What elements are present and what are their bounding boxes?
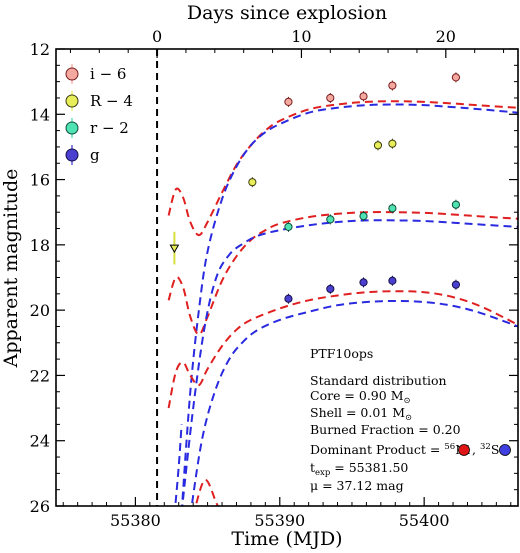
legend-entry-r: r − 2	[65, 118, 129, 138]
dominant-product-sulfur: , 32S	[472, 442, 499, 457]
x-axis-title: Time (MJD)	[231, 528, 342, 550]
top-tick-label: 0	[152, 27, 162, 46]
model-curves	[167, 100, 518, 506]
top-tick-label: 10	[291, 27, 311, 46]
y-tick-label: 26	[30, 497, 50, 516]
core-mass: Core = 0.90 M⊙	[310, 388, 411, 406]
legend-entry-i: i − 6	[65, 64, 126, 84]
ni-marker-icon	[458, 444, 470, 456]
legend-entry-g: g	[65, 145, 100, 165]
data-point	[326, 93, 335, 103]
distance-modulus: μ = 37.12 mag	[310, 478, 404, 493]
data-point	[388, 81, 397, 90]
y-tick-label: 14	[30, 105, 50, 124]
model-curve-56Ni-i	[167, 100, 518, 237]
model-curve-32S-r	[181, 219, 518, 506]
data-point	[284, 97, 293, 106]
upper-limit-marker	[169, 244, 180, 254]
data-point	[326, 284, 335, 294]
data-point	[451, 73, 461, 82]
x-tick-label: 55390	[254, 511, 305, 530]
legend: i − 6 R − 4 r − 2 g	[65, 64, 133, 165]
data-point	[388, 276, 397, 285]
legend-label-R: R − 4	[90, 92, 133, 110]
data-point	[248, 178, 257, 187]
s-marker-icon	[499, 444, 511, 456]
object-name: PTF10ops	[310, 346, 373, 361]
y-axis-title: Apparent magnitude	[0, 169, 22, 369]
explosion-time: texp = 55381.50	[310, 460, 408, 478]
y-tick-label: 24	[30, 432, 50, 451]
model-curve-56Ni-faint	[194, 478, 219, 506]
legend-label-i: i − 6	[90, 65, 126, 83]
burned-fraction: Burned Fraction = 0.20	[310, 422, 461, 437]
legend-label-r: r − 2	[90, 119, 129, 137]
data-point	[451, 200, 461, 209]
y-tick-label: 22	[30, 366, 50, 385]
data-point	[284, 294, 293, 303]
plot-frame	[55, 48, 519, 507]
model-curve-56Ni-r	[167, 211, 518, 336]
data-point	[373, 141, 383, 150]
model-curve-56Ni-g	[167, 290, 518, 409]
model-curve-32S-faint	[174, 424, 183, 506]
data-point	[388, 204, 397, 213]
top-tick-label: 20	[436, 27, 456, 46]
top-axis-title: Days since explosion	[187, 2, 387, 24]
y-tick-label: 20	[30, 301, 50, 320]
x-tick-label: 55400	[399, 511, 450, 530]
data-point	[284, 222, 293, 232]
legend-label-g: g	[90, 146, 100, 164]
y-tick-label: 16	[30, 171, 50, 190]
data-point	[451, 280, 461, 289]
data-point	[326, 215, 335, 224]
data-point	[359, 278, 368, 287]
model-curve-32S-g	[190, 299, 518, 506]
distribution-label: Standard distribution	[310, 373, 447, 388]
data-point	[359, 92, 368, 101]
x-tick-label: 55380	[110, 511, 161, 530]
shell-mass: Shell = 0.01 M⊙	[310, 405, 412, 423]
model-curve-32S-i	[181, 103, 518, 506]
dominant-product: Dominant Product = 56Ni	[310, 442, 470, 457]
data-point	[359, 212, 368, 221]
axis-ticks: 55380 55390 55400 0 10 20 12 14 16 18 20 22 24 26	[30, 27, 518, 530]
legend-entry-R: R − 4	[65, 91, 133, 111]
y-tick-label: 18	[30, 236, 50, 255]
observed-points	[169, 72, 461, 304]
model-annotation: PTF10ops Standard distribution Core = 0.…	[310, 346, 511, 493]
y-tick-label: 12	[30, 40, 50, 59]
data-point	[388, 139, 397, 148]
